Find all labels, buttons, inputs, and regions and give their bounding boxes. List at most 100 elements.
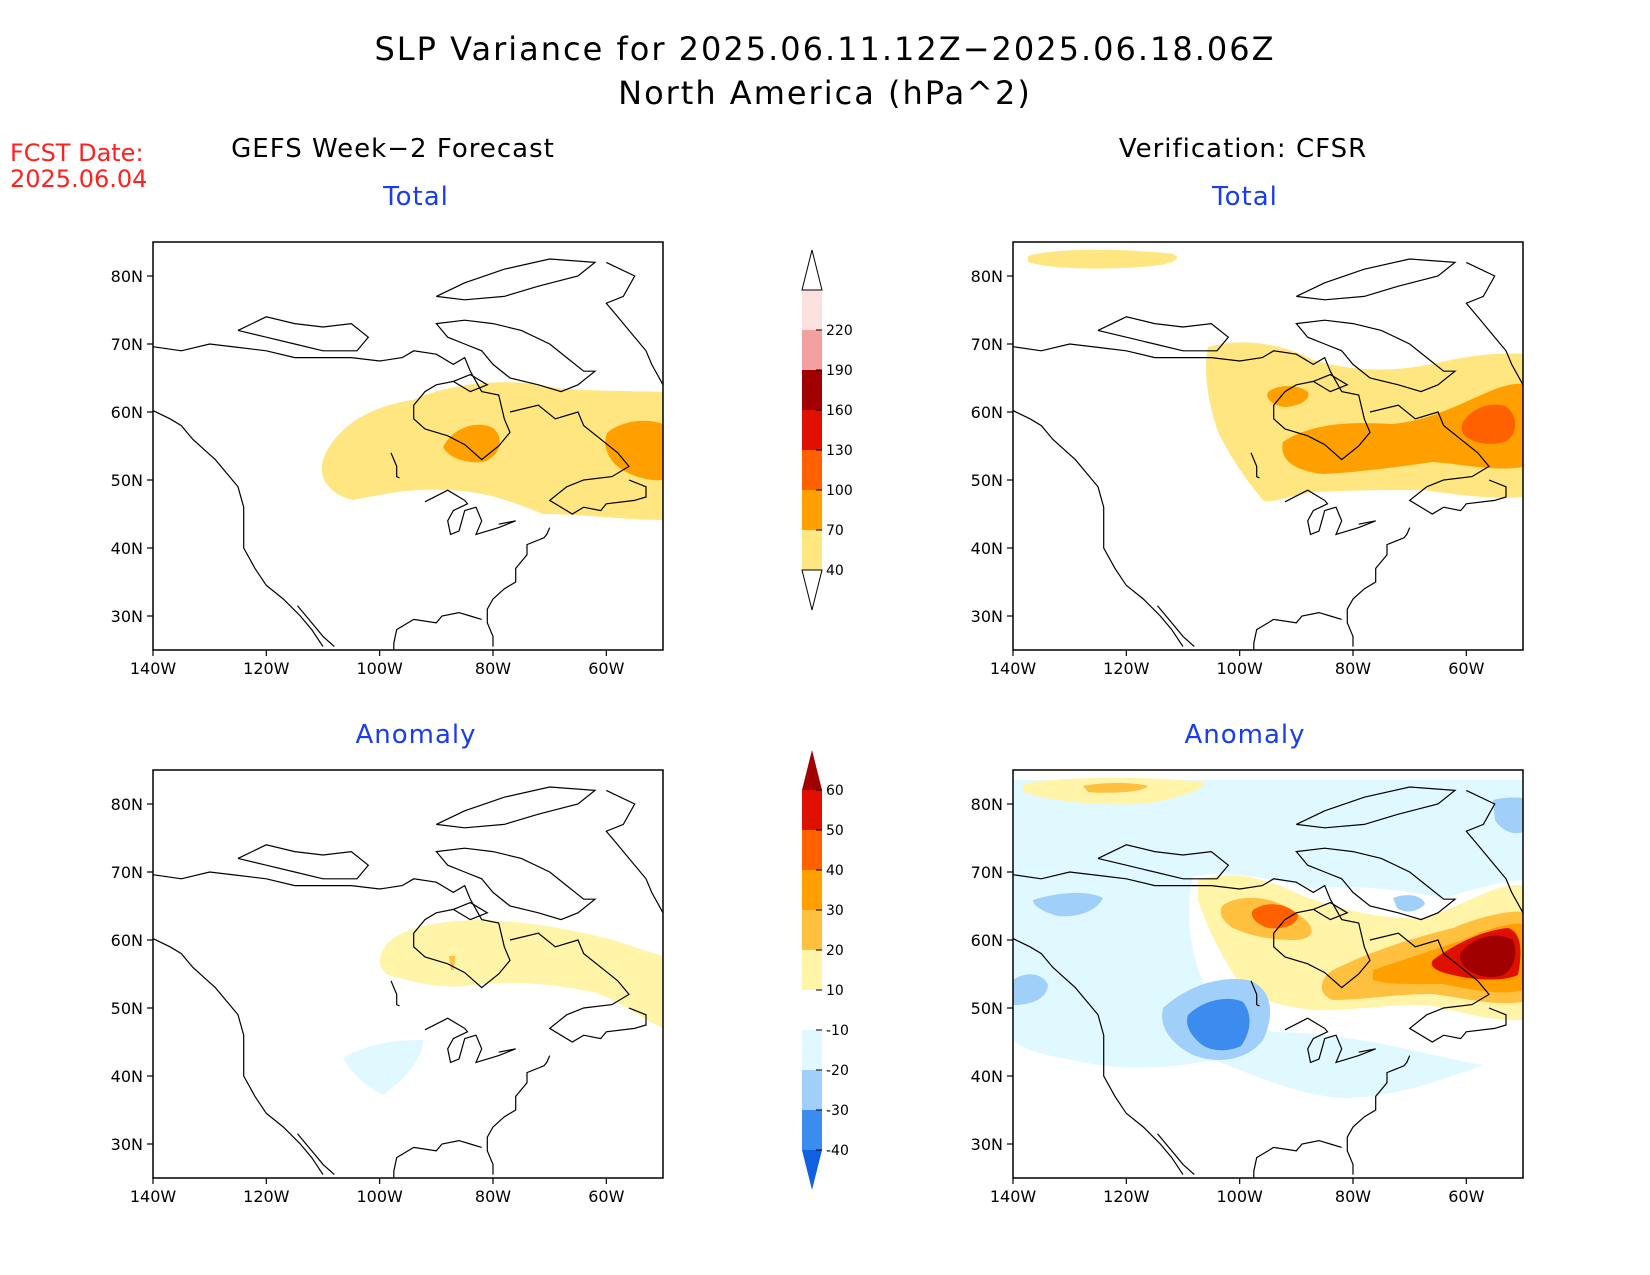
lon-label: 140W [990,1187,1037,1206]
coastline-2 [152,343,511,461]
colorbar-label: -30 [826,1103,849,1119]
panel-title-forecast-total: Total [383,182,449,212]
coastline-6 [435,319,597,393]
coastline-4 [486,527,551,647]
contour-minus-20-northeast [1493,797,1523,834]
coastline-2 [152,871,511,989]
colorbar-swatch [802,450,822,490]
coastline-8 [1296,786,1457,829]
map-frame [1012,241,1524,651]
coastline-0 [152,410,324,647]
lat-label: 40N [111,539,143,558]
lat-label: 40N [971,539,1003,558]
lat-label: 50N [971,471,1003,490]
lon-label: 140W [130,659,177,678]
lon-label: 120W [243,1187,290,1206]
coastline-8 [436,786,597,829]
colorbar-label: 70 [826,523,844,539]
contour-70-100-hudson [443,424,500,463]
coastline-3 [509,404,647,515]
colorbar-total: 40 70 100 130 160 190 220 [801,249,853,611]
colorbar-label: 30 [826,903,844,919]
colorbar-label: -40 [826,1143,849,1159]
lat-label: 30N [971,1135,1003,1154]
coastline-1 [297,605,335,648]
lon-label: 80W [475,1187,511,1206]
lat-label: 40N [111,1067,143,1086]
map-frame [152,769,664,1179]
colorbar-label: 190 [826,363,853,379]
panel-title-verification-total: Total [1212,182,1278,212]
coastline-3 [1369,932,1507,1043]
map-verification-total: 80N 70N 60N 50N 40N 30N 140W 120W 100W 80W 60W [971,241,1524,678]
coastline-4 [1346,527,1411,647]
coastline-10 [1312,373,1349,393]
colorbar-swatch [802,490,822,530]
forecast-date: FCST Date: 2025.06.04 [10,140,147,192]
contour-70-100-labrador [605,420,663,481]
coastline-7 [1097,316,1230,352]
coastline-5 [1253,611,1342,650]
contour-70-100 [1282,383,1523,474]
lat-label: 70N [971,863,1003,882]
coastline-1 [297,1133,335,1176]
contour-minus-20-minus-10-broad [1013,780,1523,1098]
colorbar-swatch [802,1070,822,1110]
coastline-12 [390,980,400,1007]
coastline-6 [435,847,597,921]
shading-layer [343,920,663,1095]
coastline-1 [1157,1133,1195,1176]
contour-minus-30-minus-40 [1187,998,1250,1051]
coastline-10 [1312,901,1349,921]
shading-layer [1013,770,1523,1178]
coastline-9 [605,789,664,914]
lon-label: 60W [588,659,624,678]
contour-10-20 [379,920,663,1028]
panel-title-verification-anomaly: Anomaly [1184,720,1306,750]
contour-40-70-beaufort [1028,249,1177,269]
colorbar-swatch [802,410,822,450]
colorbar-label: -10 [826,1023,849,1039]
lat-label: 80N [971,267,1003,286]
lat-label: 50N [111,471,143,490]
frame-layer: 80N 70N 60N 50N 40N 30N 140W 120W 100W 80W 60W [111,241,664,678]
coastline-5 [1253,1139,1342,1178]
map-frame [152,241,664,651]
coastline-layer [1012,786,1524,1178]
lat-label: 70N [971,335,1003,354]
lat-label: 60N [971,931,1003,950]
lat-label: 30N [111,607,143,626]
lon-label: 140W [130,1187,177,1206]
lon-label: 120W [243,659,290,678]
coastline-6 [1295,847,1457,921]
colorbar-swatch [802,370,822,410]
lon-label: 80W [1335,1187,1371,1206]
lon-label: 100W [1216,659,1263,678]
frame-layer: 80N 70N 60N 50N 40N 30N 140W 120W 100W 80W 60W [971,769,1524,1206]
lon-label: 60W [588,1187,624,1206]
coastline-0 [1012,938,1184,1175]
coastline-2 [1012,343,1371,461]
colorbar-swatch [802,1110,822,1150]
subtitle: North America (hPa^2) [618,74,1032,112]
map-forecast-total: 80N 70N 60N 50N 40N 30N 140W 120W 100W 80W 60W [111,241,664,678]
colorbar-swatch [802,910,822,950]
lat-label: 80N [111,267,143,286]
colorbar-swatch [802,870,822,910]
coastline-layer [152,258,664,650]
colorbar-label: 50 [826,823,844,839]
map-verification-anomaly: 80N 70N 60N 50N 40N 30N 140W 120W 100W 80W 60W [971,769,1524,1206]
lat-label: 30N [971,607,1003,626]
lat-label: 80N [111,795,143,814]
coastline-9 [1465,789,1524,914]
colorbar-cap-top [802,750,822,790]
coastline-4 [1346,1055,1411,1175]
colorbar-label: 20 [826,943,844,959]
contour-above-60-labrador [1460,935,1516,977]
map-forecast-anomaly: 80N 70N 60N 50N 40N 30N 140W 120W 100W 80W 60W [111,769,664,1206]
colorbar-label: -20 [826,1063,849,1079]
colorbar-label: 100 [826,483,853,499]
contour-minus-20-northwest [1033,892,1103,917]
contour-70-100-north [1267,386,1309,407]
coastline-0 [1012,410,1184,647]
